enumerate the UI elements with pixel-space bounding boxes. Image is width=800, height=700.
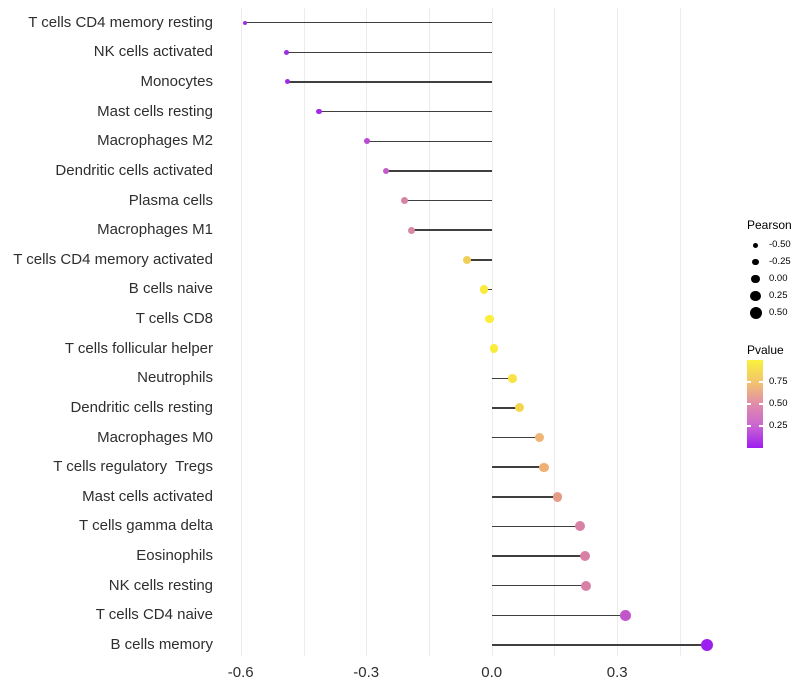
pearson-legend-dot [750, 291, 761, 302]
pearson-legend-title: Pearson [747, 218, 792, 232]
y-axis-label: Macrophages M0 [97, 428, 213, 446]
lollipop-stem [491, 584, 586, 587]
y-axis-label: B cells memory [110, 635, 213, 653]
lollipop-dot [316, 108, 322, 115]
lollipop-dot [515, 403, 525, 413]
lollipop-stem [244, 21, 492, 24]
y-axis-label: T cells CD4 naive [95, 606, 213, 624]
y-axis-label: Dendritic cells activated [55, 161, 213, 179]
y-axis-label: T cells CD4 memory activated [13, 250, 213, 268]
lollipop-dot [574, 521, 585, 532]
gridline [366, 8, 368, 656]
y-axis-label: T cells CD8 [135, 310, 213, 327]
gridline [617, 8, 619, 656]
pearson-legend-dot [751, 274, 760, 284]
gridline [303, 8, 305, 656]
pearson-legend-label: 0.25 [769, 290, 788, 302]
lollipop-dot [485, 314, 494, 324]
pvalue-colorbar-tick [747, 425, 751, 427]
lollipop-dot [480, 285, 489, 294]
lollipop-dot [620, 609, 631, 621]
lollipop-stem [411, 229, 492, 231]
lollipop-dot [580, 551, 591, 562]
pearson-legend-label: -0.25 [769, 256, 791, 268]
gridline [491, 8, 493, 656]
pvalue-legend-title: Pvalue [747, 343, 784, 357]
lollipop-dot [462, 255, 471, 264]
pvalue-colorbar-tick [759, 425, 763, 427]
gridline [679, 8, 681, 656]
pvalue-legend-label: 0.75 [769, 376, 788, 387]
lollipop-stem [367, 140, 492, 142]
lollipop-dot [242, 20, 248, 25]
lollipop-dot [489, 344, 498, 353]
pearson-legend-dot [749, 307, 762, 320]
lollipop-dot [535, 432, 545, 443]
y-axis-label: Monocytes [140, 73, 213, 90]
lollipop-dot [284, 49, 290, 55]
y-axis-label: Neutrophils [137, 369, 213, 387]
pearson-legend-dot [752, 258, 759, 266]
lollipop-stem [491, 614, 626, 617]
pvalue-colorbar-tick [747, 403, 751, 405]
lollipop-dot [285, 79, 291, 85]
pearson-legend-label: -0.50 [769, 239, 791, 250]
lollipop-stem [491, 407, 520, 409]
lollipop-stem [491, 644, 707, 646]
y-axis-label: NK cells activated [93, 43, 213, 61]
pvalue-legend-label: 0.50 [769, 398, 788, 409]
lollipop-stem [491, 436, 540, 439]
lollipop-stem [385, 170, 492, 172]
y-axis-label: T cells gamma delta [79, 517, 213, 535]
pvalue-colorbar-tick [759, 403, 763, 405]
y-axis-label: Eosinophils [136, 547, 213, 564]
x-tick-label: 0.0 [481, 664, 503, 681]
lollipop-stem [491, 466, 544, 468]
y-axis-label: Dendritic cells resting [70, 398, 213, 416]
lollipop-stem [491, 555, 585, 557]
pvalue-legend-label: 0.25 [769, 420, 788, 431]
y-axis-label: T cells CD4 memory resting [28, 13, 213, 31]
y-axis-label: Mast cells activated [82, 487, 213, 505]
lollipop-dot [401, 197, 409, 204]
lollipop-dot [407, 226, 415, 234]
pearson-legend-label: 0.50 [769, 307, 788, 319]
y-axis-label: T cells regulatory Tregs [53, 458, 213, 476]
lollipop-stem [318, 110, 492, 113]
y-axis-label: Mast cells resting [97, 102, 213, 120]
y-axis-label: T cells follicular helper [64, 339, 213, 357]
y-axis-label: B cells naive [128, 280, 213, 298]
y-axis-label: Macrophages M1 [97, 221, 213, 239]
lollipop-dot [363, 138, 371, 145]
pvalue-colorbar-tick [759, 381, 763, 383]
lollipop-dot [507, 373, 517, 383]
pearson-legend-dot [753, 242, 758, 248]
lollipop-stem [288, 81, 492, 83]
lollipop-dot [539, 462, 549, 472]
lollipop-dot [580, 580, 591, 591]
pearson-legend-label: 0.00 [769, 273, 788, 285]
y-axis-label: Plasma cells [128, 191, 213, 209]
lollipop-stem [466, 259, 492, 261]
lollipop-stem [404, 199, 492, 202]
y-axis-label: NK cells resting [108, 576, 213, 594]
gridline [429, 8, 430, 656]
lollipop-stem [286, 51, 492, 54]
lollipop-dot [552, 492, 563, 502]
gridline [554, 8, 556, 656]
x-tick-label: 0.3 [606, 664, 628, 681]
pvalue-colorbar-tick [747, 381, 751, 383]
lollipop-dot [382, 167, 390, 175]
y-axis-label: Macrophages M2 [97, 132, 213, 150]
x-tick-label: -0.3 [353, 664, 380, 681]
lollipop-dot [700, 638, 713, 651]
lollipop-stem [491, 377, 513, 379]
lollipop-stem [491, 496, 558, 498]
gridline [240, 8, 242, 656]
lollipop-stem [491, 525, 580, 528]
x-tick-label: -0.6 [227, 664, 254, 681]
